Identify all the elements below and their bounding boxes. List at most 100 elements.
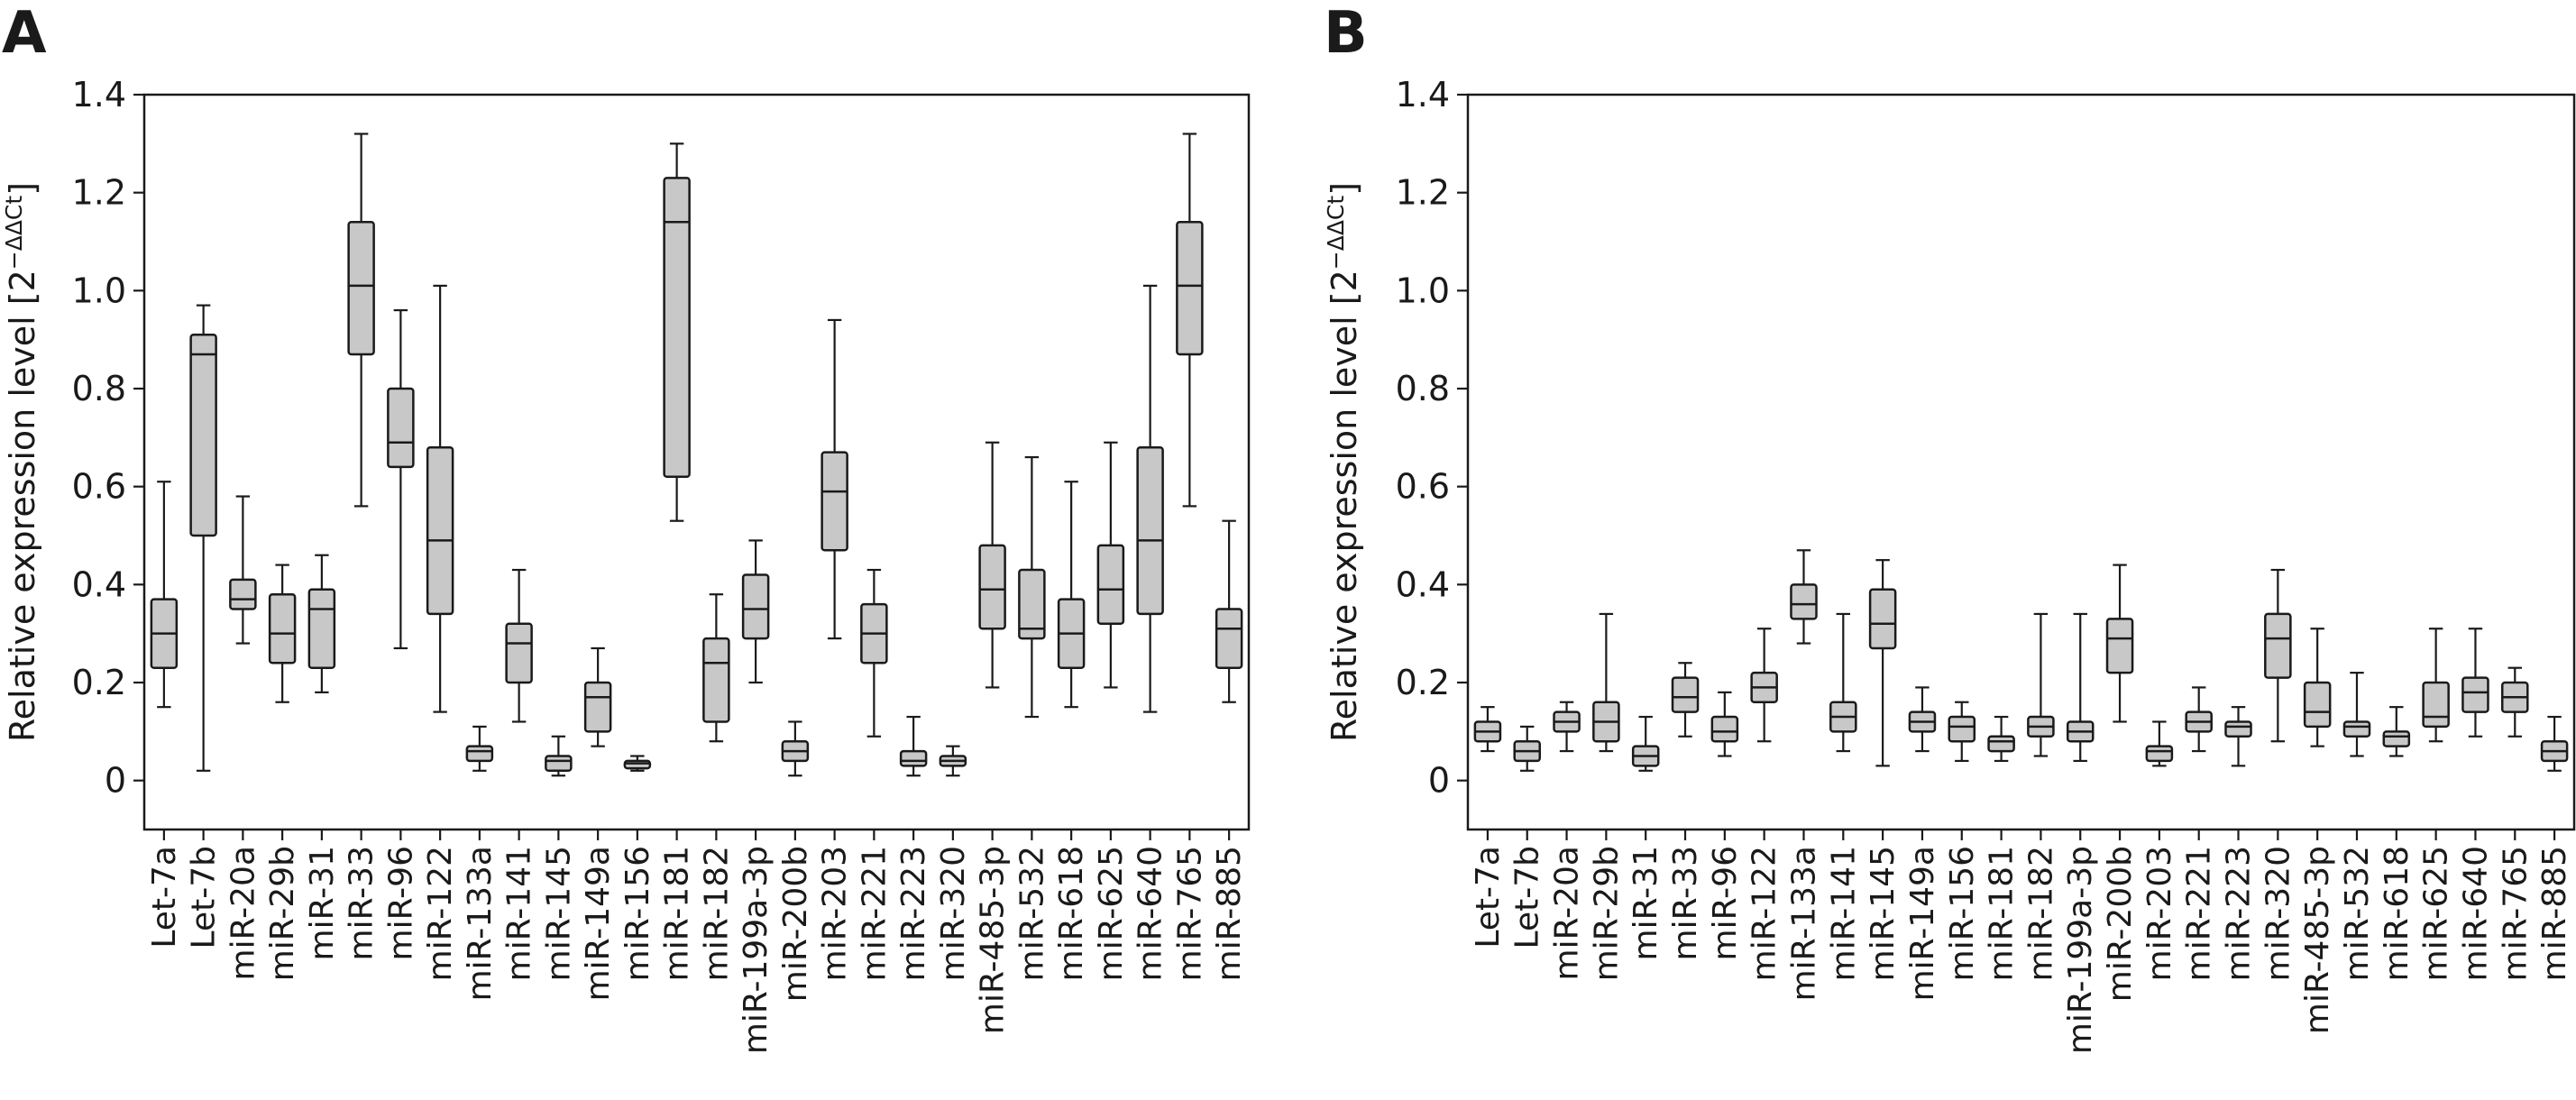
box-miR-640 [2461,628,2489,738]
x-category-label: Let-7b [1509,846,1546,949]
y-tick-label: 1.2 [1396,173,1450,213]
y-tick-label: 1.0 [1396,270,1450,310]
x-category-label: miR-181 [659,846,696,981]
box-miR-182 [2027,612,2055,757]
iqr-box [1671,676,1700,713]
x-category-label: miR-200b [777,846,814,1002]
iqr-box [2145,745,2174,763]
iqr-box [1868,588,1897,650]
iqr-box [2264,612,2292,679]
box-miR-156 [623,755,652,772]
x-category-label: miR-20a [1549,846,1586,980]
box-miR-221 [860,568,888,738]
box-miR-96 [387,308,415,650]
iqr-box [702,637,730,723]
iqr-box [1136,445,1164,616]
x-category-label: miR-149a [580,846,617,1001]
iqr-box [426,445,454,616]
x-category-label: miR-33 [344,846,380,960]
x-category-label: Let-7b [186,846,223,949]
iqr-box [307,588,336,669]
box-miR-133a [1790,549,1818,645]
box-miR-122 [1750,628,1778,743]
y-tick-label: 1.0 [72,270,126,310]
iqr-box [1215,608,1243,669]
x-category-label: miR-765 [1171,846,1208,981]
x-category-label: miR-765 [2497,846,2534,981]
iqr-box [268,592,297,665]
box-miR-122 [426,284,454,713]
x-category-label: miR-485-3p [2299,846,2336,1034]
box-miR-145 [1868,559,1897,767]
box-miR-156 [1948,701,1976,763]
iqr-box [189,333,217,537]
box-Let-7b [189,304,217,772]
iqr-box [1987,735,2015,753]
box-miR-320 [2264,568,2292,743]
box-miR-133a [465,725,494,772]
x-category-label: miR-182 [2022,846,2059,981]
iqr-box [2224,720,2252,738]
y-tick-label: 1.4 [72,75,126,115]
box-miR-141 [1829,612,1857,753]
iqr-box [1710,715,1739,743]
box-miR-203 [2145,720,2174,767]
x-category-label: miR-320 [2260,846,2296,981]
box-miR-199a-3p [2066,612,2095,763]
y-tick-label: 0.8 [72,369,126,408]
x-category-label: Let-7a [146,846,183,949]
box-miR-640 [1136,284,1164,713]
x-category-label: miR-640 [1132,846,1169,981]
box-miR-199a-3p [741,539,770,684]
x-category-label: miR-156 [619,846,656,981]
x-category-label: miR-221 [2181,846,2218,981]
x-category-label: miR-20a [225,846,261,980]
panel-b: B 0 0.2 0.4 0.6 0.8 1.0 1.2 1.4 Relative expressi… [1323,0,2576,1054]
box-miR-141 [505,568,533,723]
box-miR-181 [1987,715,2015,763]
y-axis-title: Relative expression level [2−ΔΔCt] [1,182,42,742]
x-category-label: miR-618 [2379,846,2416,981]
iqr-box [1176,221,1204,356]
box-miR-532 [2342,672,2371,757]
plot-frame [142,93,1251,831]
y-tick-label: 1.2 [72,173,126,213]
x-category-label: miR-145 [540,846,577,981]
y-tick-label: 0.8 [1396,369,1450,408]
y-tick-label: 1.4 [1396,75,1450,115]
x-category-label: miR-203 [2141,846,2178,981]
box-miR-625 [2422,628,2450,743]
x-category-label: miR-203 [817,846,854,981]
box-miR-29b [268,564,297,703]
box-miR-765 [1176,133,1204,508]
iqr-box [1948,715,1976,743]
x-category-label: miR-625 [2418,846,2455,981]
y-tick-label: 0.2 [1396,663,1450,702]
iqr-box [899,749,928,767]
box-miR-182 [702,593,730,743]
x-category-label: miR-141 [1825,846,1862,981]
box-miR-618 [1057,481,1086,709]
iqr-box [2303,681,2332,729]
box-miR-885 [2540,715,2569,772]
y-axis-title: Relative expression level [2−ΔΔCt] [1323,182,1364,742]
iqr-box [1018,568,1046,640]
iqr-box [229,578,257,610]
iqr-box [1790,583,1818,620]
x-category-label: miR-223 [895,846,932,981]
x-category-label: miR-181 [1984,846,2021,981]
box-miR-485-3p [978,441,1006,689]
iqr-box [2382,730,2411,747]
x-category-label: miR-122 [422,846,459,981]
box-miR-31 [1631,715,1660,772]
box-miR-618 [2382,706,2411,757]
iqr-box [741,573,770,640]
box-miR-200b [2105,564,2134,723]
y-tick-label: 0 [105,761,126,801]
box-miR-485-3p [2303,628,2332,747]
y-tick-label: 0.4 [72,564,126,604]
iqr-box [347,221,375,356]
x-category-label: miR-156 [1944,846,1981,981]
x-category-label: miR-122 [1746,846,1783,981]
